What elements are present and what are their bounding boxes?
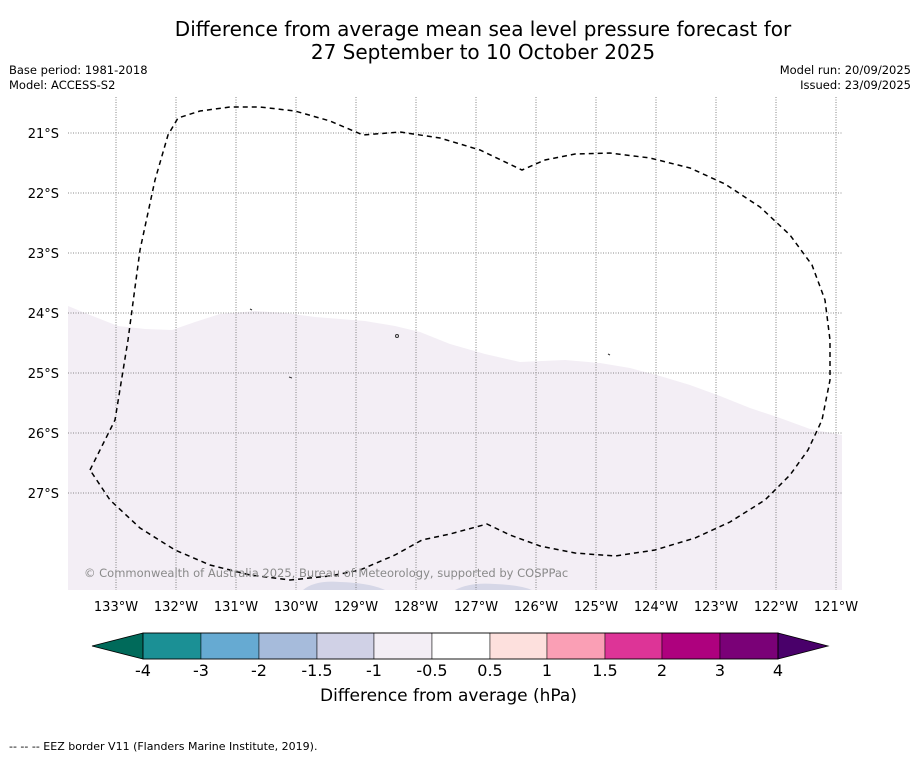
lon-label: 129°W — [334, 600, 378, 615]
model-run: Model run: 20/09/2025 — [779, 63, 911, 77]
colorbar-outline — [142, 632, 779, 660]
lon-label: 128°W — [394, 600, 438, 615]
lon-label: 133°W — [94, 600, 138, 615]
map-title: Difference from average mean sea level p… — [0, 18, 919, 64]
lat-label: 23°S — [28, 247, 59, 262]
longitude-gridlines — [115, 97, 837, 590]
colorbar-tick-label: -1.5 — [301, 661, 332, 680]
model-name: Model: ACCESS-S2 — [9, 78, 116, 92]
colorbar-over-arrow — [777, 632, 830, 660]
lat-label: 26°S — [28, 427, 59, 442]
lat-label: 25°S — [28, 367, 59, 382]
colorbar-tick-label: 1 — [542, 661, 552, 680]
colorbar-tick-label: -4 — [135, 661, 151, 680]
colorbar-segment — [142, 632, 202, 660]
lon-label: 123°W — [694, 600, 738, 615]
latitude-labels: 21°S 22°S 23°S 24°S 25°S 26°S 27°S — [28, 127, 59, 502]
colorbar-under-arrow — [91, 632, 144, 660]
colorbar-segment — [373, 632, 433, 660]
colorbar-tick-label: 1.5 — [592, 661, 617, 680]
lon-label: 121°W — [814, 600, 858, 615]
lat-label: 21°S — [28, 127, 59, 142]
anomaly-fill-light — [68, 306, 842, 590]
lat-label: 27°S — [28, 487, 59, 502]
colorbar-ticks: -4 -3 -2 -1.5 -1 -0.5 0.5 1 1.5 2 3 4 — [135, 661, 783, 680]
base-period: Base period: 1981-2018 — [9, 63, 148, 77]
lon-label: 122°W — [754, 600, 798, 615]
lon-label: 127°W — [454, 600, 498, 615]
colorbar-tick-label: 4 — [773, 661, 783, 680]
island-marks — [249, 308, 611, 379]
lon-label: 131°W — [214, 600, 258, 615]
lon-label: 132°W — [154, 600, 198, 615]
colorbar-segment — [546, 632, 606, 660]
meta-right: Model run: 20/09/2025 Issued: 23/09/2025 — [780, 63, 911, 93]
title-line-1: Difference from average mean sea level p… — [174, 17, 792, 41]
colorbar-tick-label: 3 — [715, 661, 725, 680]
copyright-text: © Commonwealth of Australia 2025, Bureau… — [84, 566, 568, 580]
anomaly-fill-blue-1 — [303, 581, 385, 590]
eez-legend: -- -- -- EEZ border V11 (Flanders Marine… — [9, 740, 318, 753]
meta-left: Base period: 1981-2018 Model: ACCESS-S2 — [9, 63, 148, 93]
colorbar-segment — [431, 632, 491, 660]
colorbar-segment — [316, 632, 375, 660]
colorbar-tick-label: -0.5 — [416, 661, 447, 680]
lat-label: 24°S — [28, 307, 59, 322]
lon-label: 125°W — [574, 600, 618, 615]
colorbar-segment — [200, 632, 260, 660]
colorbar-segment — [258, 632, 318, 660]
lon-label: 126°W — [514, 600, 558, 615]
colorbar-segment — [489, 632, 548, 660]
lat-label: 22°S — [28, 187, 59, 202]
colorbar — [91, 632, 830, 660]
colorbar-segment — [604, 632, 663, 660]
colorbar-segment — [661, 632, 721, 660]
longitude-labels: 133°W 132°W 131°W 130°W 129°W 128°W 127°… — [94, 600, 858, 615]
colorbar-tick-label: 2 — [657, 661, 667, 680]
eez-border — [89, 106, 831, 581]
lon-label: 130°W — [274, 600, 318, 615]
colorbar-tick-label: -2 — [251, 661, 267, 680]
colorbar-tick-label: -1 — [366, 661, 382, 680]
colorbar-tick-label: 0.5 — [477, 661, 502, 680]
title-line-2: 27 September to 10 October 2025 — [310, 40, 656, 64]
anomaly-fill-blue-2 — [455, 583, 532, 590]
colorbar-label: Difference from average (hPa) — [320, 686, 577, 706]
colorbar-tick-label: -3 — [193, 661, 209, 680]
issued-date: Issued: 23/09/2025 — [800, 78, 911, 92]
latitude-gridlines — [68, 132, 842, 494]
lon-label: 124°W — [634, 600, 678, 615]
colorbar-segment — [719, 632, 779, 660]
